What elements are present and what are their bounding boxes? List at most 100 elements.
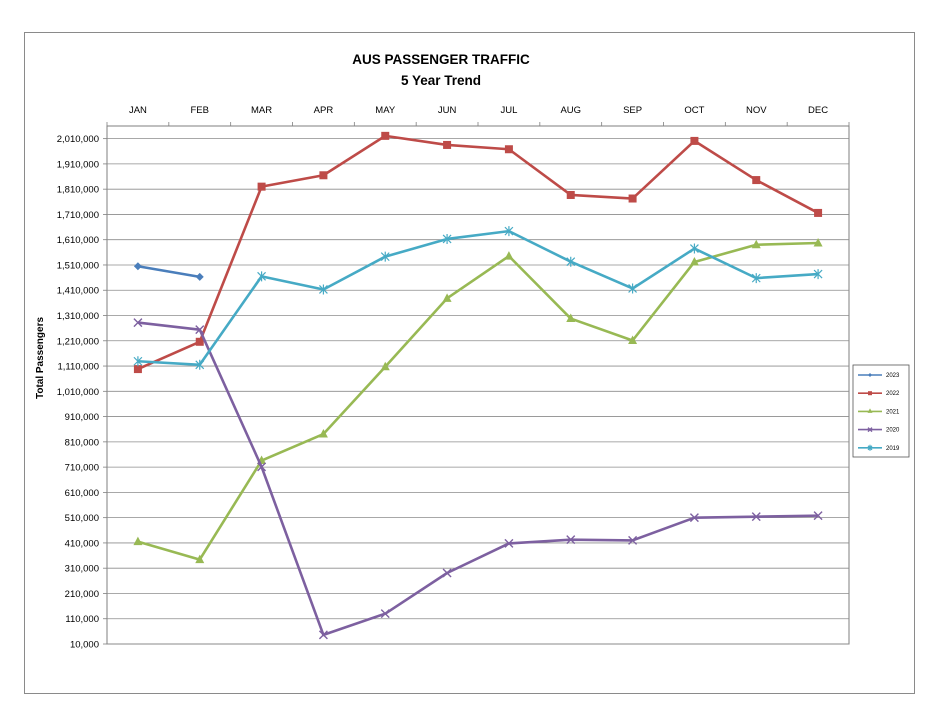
data-point-2022 xyxy=(628,194,637,203)
x-tick-label: AUG xyxy=(560,105,581,116)
chart-subtitle: 5 Year Trend xyxy=(401,73,481,88)
y-tick-label: 310,000 xyxy=(65,564,99,575)
series-line-2023 xyxy=(137,264,200,279)
data-point-2020 xyxy=(257,462,267,472)
data-point-2021 xyxy=(566,313,576,323)
series-line-2019 xyxy=(137,229,819,367)
legend-label: 2019 xyxy=(886,446,900,452)
data-point-2020 xyxy=(751,512,761,522)
data-point-2021 xyxy=(195,554,205,564)
data-point-2021 xyxy=(813,237,823,247)
data-point-2020 xyxy=(504,538,514,548)
y-tick-label: 1,710,000 xyxy=(57,210,99,221)
y-axis-title: Total Passengers xyxy=(35,317,46,400)
data-point-2020 xyxy=(318,630,328,640)
y-tick-label: 1,610,000 xyxy=(57,235,99,246)
data-point-2022 xyxy=(381,131,390,140)
series-line-2022 xyxy=(137,134,819,371)
legend-item-2020: 2020 xyxy=(858,427,900,434)
series-line-2021 xyxy=(137,241,819,561)
legend-item-2023: 2023 xyxy=(858,373,900,379)
legend-item-2019: 2019 xyxy=(858,444,900,452)
data-point-2021 xyxy=(442,293,452,302)
data-point-2019 xyxy=(195,359,205,370)
legend-marker xyxy=(867,444,873,451)
y-tick-label: 1,010,000 xyxy=(57,387,99,398)
series-2022 xyxy=(133,131,823,374)
data-point-2019 xyxy=(689,243,699,254)
legend-item-2022: 2022 xyxy=(858,391,900,397)
y-tick-label: 1,910,000 xyxy=(57,159,99,170)
x-tick-label: NOV xyxy=(746,105,767,116)
legend: 2023 2022 2021 2020 2019 xyxy=(852,364,910,458)
y-tick-label: 10,000 xyxy=(70,640,99,651)
line-chart: AUS PASSENGER TRAFFIC 5 Year Trend JAN FE… xyxy=(35,52,910,651)
data-point-2021 xyxy=(504,251,514,260)
chart-frame: AUS PASSENGER TRAFFIC 5 Year Trend JAN FE… xyxy=(24,32,915,694)
legend-marker xyxy=(867,427,873,433)
legend-marker xyxy=(867,408,873,413)
data-point-2019 xyxy=(504,226,514,237)
data-point-2021 xyxy=(689,256,699,266)
data-point-2020 xyxy=(566,535,576,545)
data-point-2023 xyxy=(133,262,142,271)
data-point-2021 xyxy=(628,335,638,345)
data-point-2022 xyxy=(566,190,575,199)
x-tick-label: JUN xyxy=(438,105,457,116)
legend-label: 2023 xyxy=(886,373,900,379)
series-line-2020 xyxy=(137,321,819,637)
x-tick-label: MAR xyxy=(251,105,272,116)
legend-marker xyxy=(868,373,872,377)
x-tick-label: MAY xyxy=(375,105,396,116)
y-tick-label: 410,000 xyxy=(65,538,99,549)
data-point-2019 xyxy=(566,256,576,267)
y-tick-label: 1,210,000 xyxy=(57,336,99,347)
plot-area xyxy=(106,125,850,645)
legend-label: 2021 xyxy=(886,409,900,415)
data-point-2022 xyxy=(814,208,823,217)
data-point-2019 xyxy=(380,251,390,262)
x-tick-label: OCT xyxy=(684,105,704,116)
series-2020 xyxy=(133,318,823,640)
data-point-2022 xyxy=(504,145,513,154)
y-tick-label: 1,810,000 xyxy=(57,185,99,196)
y-tick-label: 1,110,000 xyxy=(57,362,99,373)
data-point-2019 xyxy=(257,271,267,282)
y-tick-label: 1,510,000 xyxy=(57,260,99,271)
data-point-2020 xyxy=(195,325,205,335)
data-point-2020 xyxy=(133,318,143,328)
data-point-2022 xyxy=(195,337,204,346)
legend-item-2021: 2021 xyxy=(858,408,900,415)
data-point-2019 xyxy=(628,283,638,294)
data-point-2019 xyxy=(133,356,143,367)
y-tick-label: 1,410,000 xyxy=(57,286,99,297)
data-point-2022 xyxy=(752,176,761,185)
data-point-2021 xyxy=(380,361,390,371)
data-point-2019 xyxy=(442,233,452,244)
data-point-2023 xyxy=(195,272,204,281)
x-tick-label: JUL xyxy=(500,105,517,116)
gridlines xyxy=(103,122,850,645)
chart-title: AUS PASSENGER TRAFFIC xyxy=(352,52,530,67)
data-point-2021 xyxy=(751,239,761,249)
y-tick-label: 110,000 xyxy=(65,614,99,625)
x-tick-label: FEB xyxy=(191,105,209,116)
data-point-2019 xyxy=(318,284,328,295)
x-tick-label: APR xyxy=(314,105,334,116)
y-tick-label: 910,000 xyxy=(65,412,99,423)
x-tick-label: JAN xyxy=(129,105,147,116)
data-point-2019 xyxy=(751,273,761,284)
series-2019 xyxy=(133,226,823,370)
y-tick-label: 510,000 xyxy=(65,513,99,524)
series-2021 xyxy=(133,237,823,564)
data-point-2022 xyxy=(133,365,142,374)
y-tick-label: 2,010,000 xyxy=(57,134,99,145)
y-tick-label: 1,310,000 xyxy=(57,311,99,322)
legend-label: 2022 xyxy=(886,391,900,397)
legend-label: 2020 xyxy=(886,428,900,434)
data-point-2021 xyxy=(318,429,328,438)
x-axis-labels: JAN FEB MAR APR MAY JUN JUL AUG SEP OCT NOV DEC xyxy=(129,105,828,116)
x-tick-label: SEP xyxy=(623,105,642,116)
y-tick-label: 710,000 xyxy=(65,463,99,474)
y-axis-labels: 2,010,000 1,910,000 1,810,000 1,710,000 1,61… xyxy=(57,134,99,650)
